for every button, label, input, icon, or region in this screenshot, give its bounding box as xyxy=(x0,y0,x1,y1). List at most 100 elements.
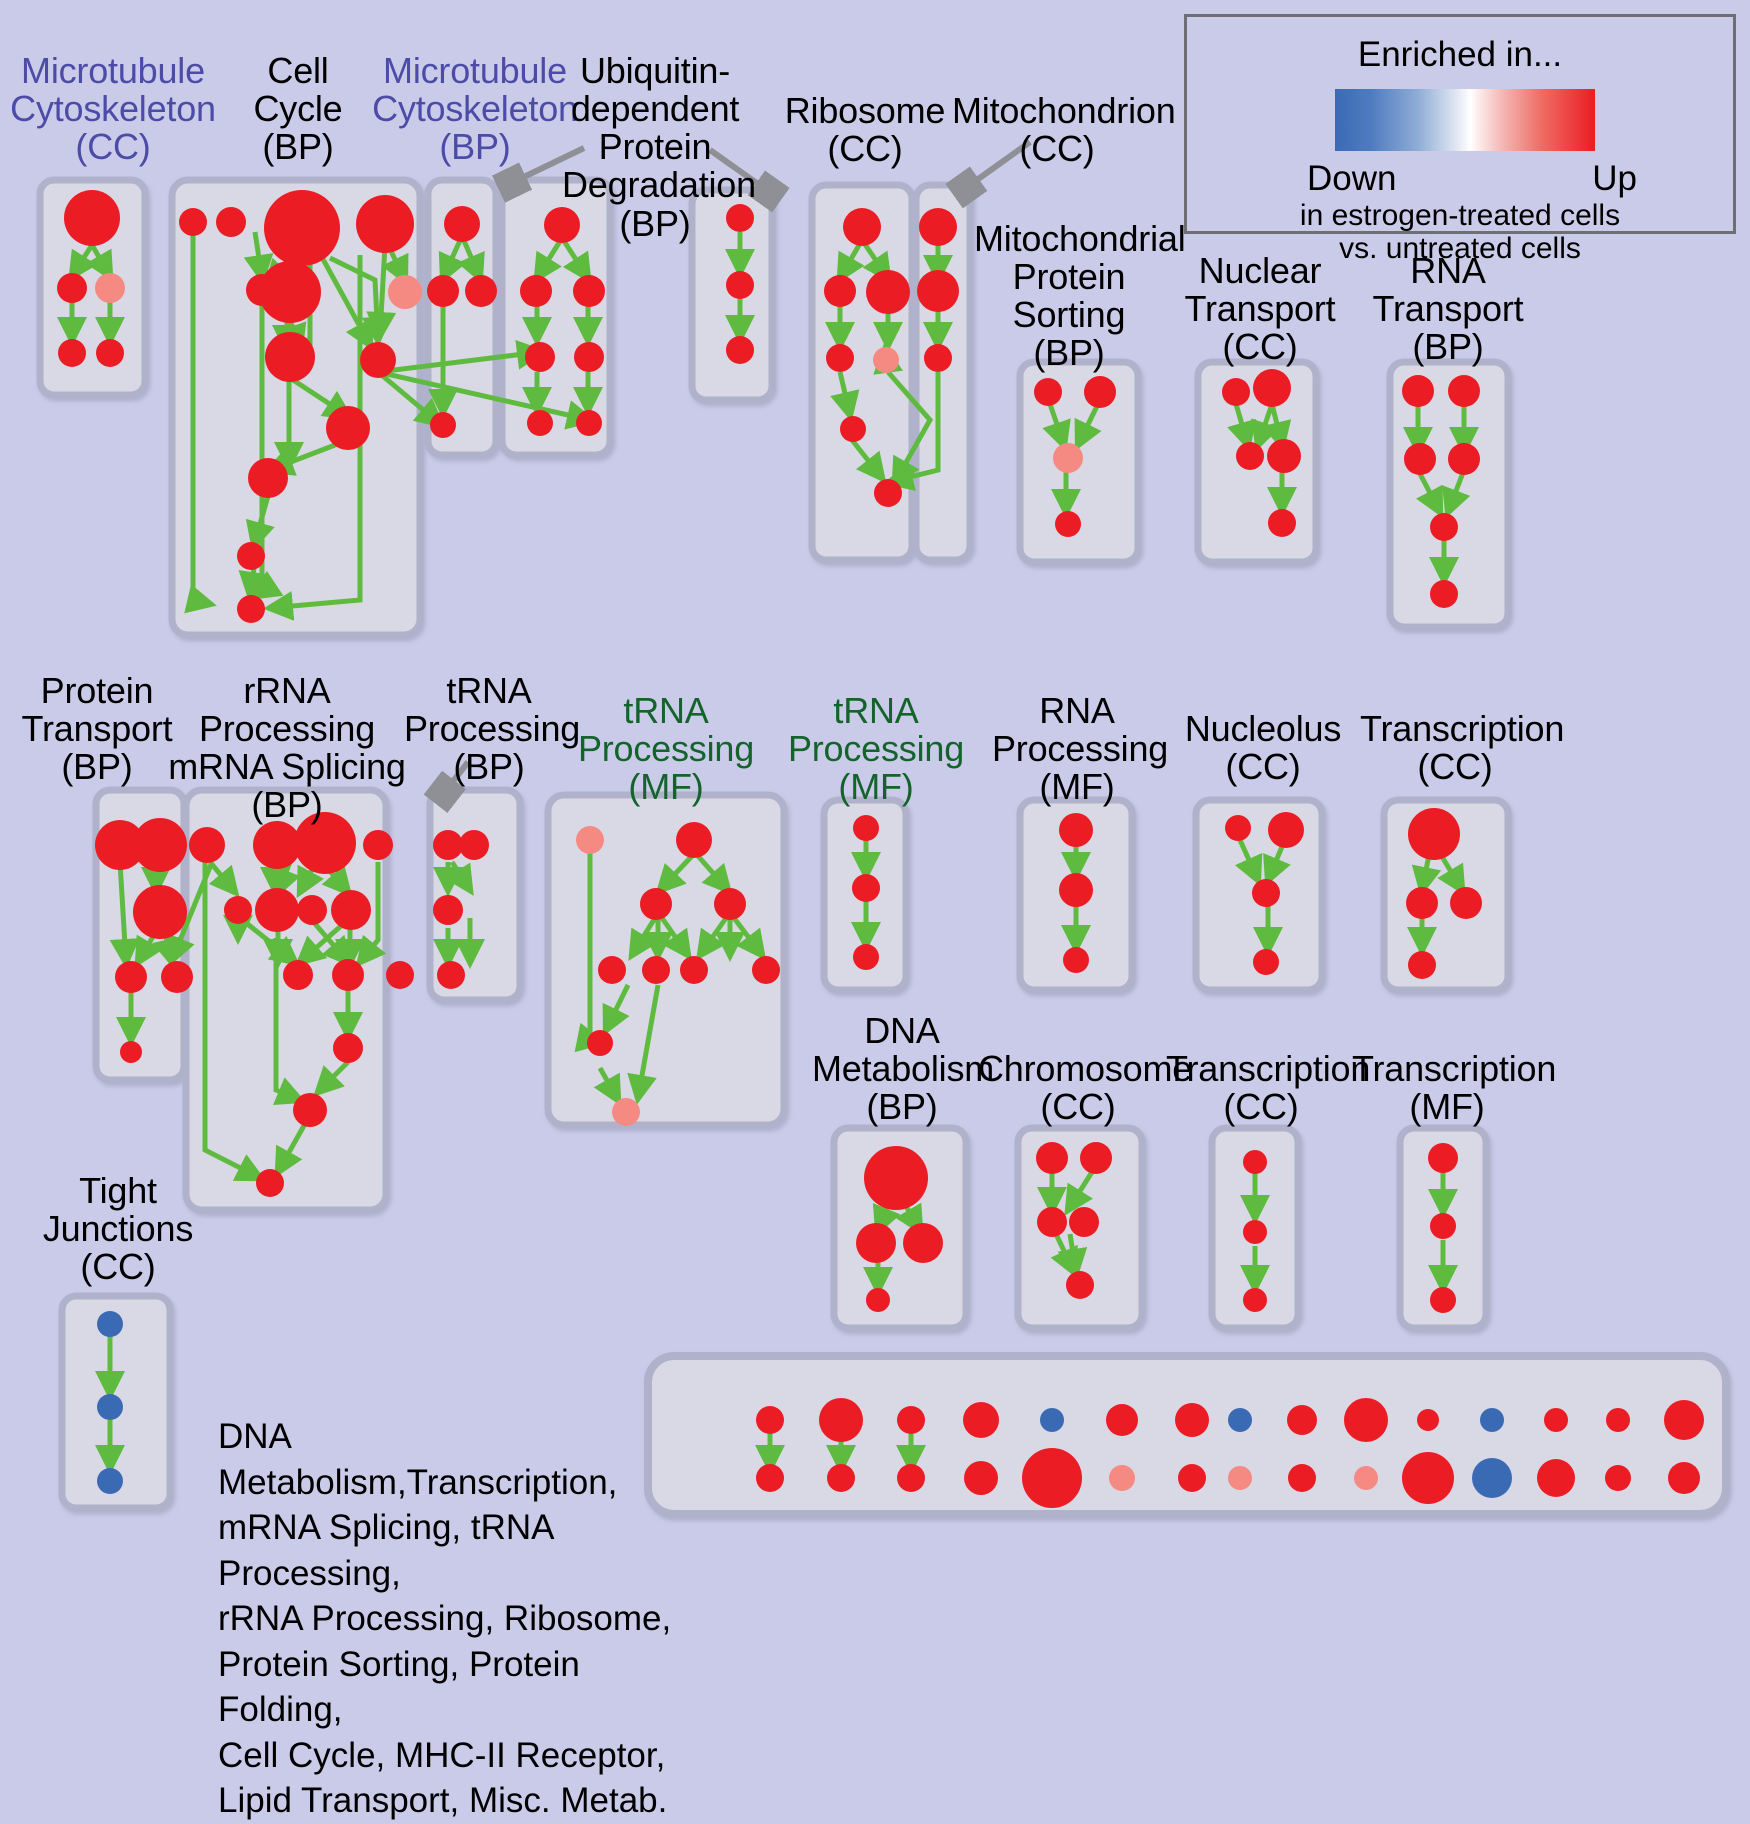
node xyxy=(574,342,604,372)
node xyxy=(433,830,463,860)
annotation-arrows xyxy=(440,139,1032,798)
node xyxy=(866,1288,890,1312)
node xyxy=(1344,1398,1388,1442)
cluster-label-cell-cycle: Cell Cycle (BP) xyxy=(253,50,343,168)
node xyxy=(1668,1462,1700,1494)
node xyxy=(237,595,265,623)
node xyxy=(1084,376,1116,408)
node xyxy=(726,271,754,299)
node xyxy=(924,344,952,372)
cluster-label-protein-transport-bp: Protein Transport (BP) xyxy=(21,670,173,788)
node xyxy=(356,195,414,253)
node xyxy=(840,416,866,442)
node xyxy=(248,458,288,498)
annotation-arrow-microtubule-bp xyxy=(505,145,586,186)
node xyxy=(1402,1452,1454,1504)
node xyxy=(179,208,207,236)
node xyxy=(1450,887,1482,919)
node xyxy=(297,895,327,925)
node xyxy=(97,1311,123,1337)
node xyxy=(756,1464,784,1492)
cluster-label-transcription-mf: Transcription (MF) xyxy=(1352,1048,1557,1128)
node xyxy=(1472,1458,1512,1498)
node xyxy=(853,944,879,970)
node xyxy=(427,275,459,307)
node xyxy=(1063,947,1089,973)
node xyxy=(1606,1408,1630,1432)
node xyxy=(1544,1408,1568,1432)
node xyxy=(1178,1464,1206,1492)
node xyxy=(237,542,265,570)
node xyxy=(1036,1142,1068,1174)
cluster-label-trna-processing-mf-small: tRNA Processing (MF) xyxy=(787,690,965,808)
cluster-label-rna-processing-mf: RNA Processing (MF) xyxy=(992,690,1169,808)
node xyxy=(253,821,301,869)
node xyxy=(216,207,246,237)
node xyxy=(680,956,708,984)
network-canvas xyxy=(36,139,1730,1518)
annotation-arrow-trna-bp xyxy=(440,760,471,798)
node xyxy=(331,890,371,930)
legend-panel: Enriched in... Down Up in estrogen-treat… xyxy=(1184,14,1736,265)
node xyxy=(430,412,456,438)
legend-high-label: Up xyxy=(1592,159,1637,198)
cluster-label-transcription-cc-top: Transcription (CC) xyxy=(1360,708,1565,788)
node xyxy=(133,818,187,872)
footnote-term-list: DNA Metabolism,Transcription, mRNA Splic… xyxy=(218,1417,672,1820)
node xyxy=(1430,1287,1456,1313)
node xyxy=(1448,375,1480,407)
node xyxy=(1040,1408,1064,1432)
node xyxy=(1066,1271,1094,1299)
node xyxy=(1268,509,1296,537)
annotation-arrow-ubiquitin xyxy=(708,147,775,196)
node xyxy=(437,961,465,989)
node xyxy=(726,336,754,364)
node xyxy=(919,208,957,246)
node xyxy=(57,273,87,303)
cluster-label-mitochondrial-protein-sorting: Mitochondrial Protein Sorting (BP) xyxy=(974,218,1186,374)
annotation-arrow-mitochondrion xyxy=(960,139,1032,192)
figure-root: Microtubule Cytoskeleton (CC) Cell Cycle… xyxy=(10,14,1736,1820)
node xyxy=(97,1468,123,1494)
node xyxy=(1268,812,1304,848)
node xyxy=(1430,1213,1456,1239)
node xyxy=(917,270,959,312)
node xyxy=(1252,879,1280,907)
node xyxy=(1059,813,1093,847)
node xyxy=(963,1402,999,1438)
node xyxy=(856,1223,896,1263)
node xyxy=(1288,1464,1316,1492)
node xyxy=(714,888,746,920)
node xyxy=(573,275,605,307)
node xyxy=(1605,1465,1631,1491)
nodes xyxy=(57,190,1704,1508)
node xyxy=(1228,1466,1252,1490)
node xyxy=(864,1146,928,1210)
cluster-label-nucleolus-cc: Nucleolus (CC) xyxy=(1184,708,1342,788)
node xyxy=(95,820,145,870)
node xyxy=(1404,443,1436,475)
cluster-label-dna-metabolism-bp: DNA Metabolism (BP) xyxy=(812,1010,995,1128)
node xyxy=(1417,1409,1439,1431)
node xyxy=(1022,1448,1082,1508)
node xyxy=(433,895,463,925)
node xyxy=(293,1093,327,1127)
node xyxy=(640,888,672,920)
node xyxy=(826,344,854,372)
node xyxy=(1175,1403,1209,1437)
node xyxy=(1222,378,1250,406)
node xyxy=(1225,815,1251,841)
node xyxy=(1069,1207,1099,1237)
node xyxy=(363,830,393,860)
node xyxy=(853,815,879,841)
node xyxy=(189,827,225,863)
node xyxy=(1664,1400,1704,1440)
node xyxy=(224,896,252,924)
node xyxy=(676,822,712,858)
node xyxy=(1537,1459,1575,1497)
node xyxy=(1053,443,1083,473)
node xyxy=(642,956,670,984)
node xyxy=(326,406,370,450)
node xyxy=(115,961,147,993)
node xyxy=(1236,442,1264,470)
